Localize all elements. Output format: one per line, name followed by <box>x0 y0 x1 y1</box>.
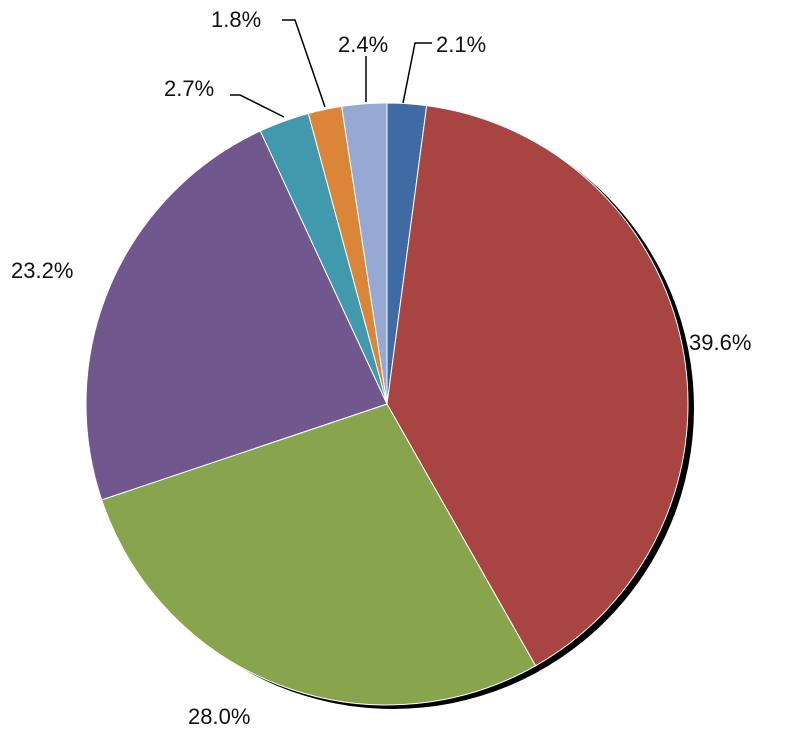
pie-slices <box>85 102 689 706</box>
leader-line-4 <box>230 94 285 118</box>
slice-label-0: 2.1% <box>436 32 486 57</box>
pie-slice-1 <box>386 105 689 667</box>
slice-label-3: 23.2% <box>11 258 73 283</box>
slice-label-5: 1.8% <box>211 7 261 32</box>
slice-label-6: 2.4% <box>338 32 388 57</box>
slice-label-4: 2.7% <box>164 76 214 101</box>
pie-slice-3 <box>85 130 388 501</box>
leader-lines <box>230 19 432 118</box>
leader-line-0 <box>402 42 432 104</box>
slice-label-2: 28.0% <box>188 704 250 729</box>
leader-line-5 <box>282 19 326 108</box>
slice-label-1: 39.6% <box>689 330 751 355</box>
slice-labels: 2.1% 39.6% 28.0% 23.2% 2.7% 1.8% 2.4% <box>11 7 751 729</box>
pie-slice-6 <box>341 102 388 405</box>
pie-slice-2 <box>101 403 537 706</box>
